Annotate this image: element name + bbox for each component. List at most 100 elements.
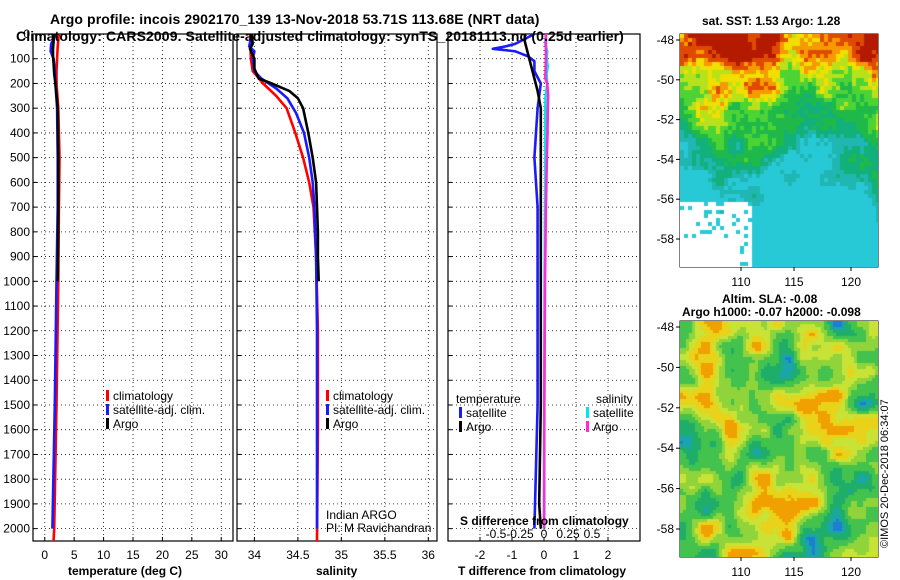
legend-label: satellite-adj. clim. bbox=[333, 403, 425, 417]
legend-label: climatology bbox=[333, 389, 393, 403]
xtick-label: 34 bbox=[248, 548, 262, 562]
ytick-label: 2000 bbox=[3, 522, 30, 536]
xtick-label: 35 bbox=[335, 548, 349, 562]
map-ytick-label: -58 bbox=[657, 522, 675, 536]
ytick-label: 800 bbox=[10, 225, 30, 239]
sst-map-title: sat. SST: 1.53 Argo: 1.28 bbox=[702, 14, 841, 28]
legend-swatch bbox=[586, 407, 589, 418]
xtick-label: -2 bbox=[475, 548, 486, 562]
map-xtick-label: 120 bbox=[841, 275, 861, 289]
map-ytick-label: -50 bbox=[657, 73, 675, 87]
map-ytick-label: -54 bbox=[657, 152, 675, 166]
legend-title-temperature: temperature bbox=[456, 392, 521, 406]
series-climatology bbox=[248, 33, 320, 542]
sla-map-title-2: Argo h1000: -0.07 h2000: -0.098 bbox=[682, 305, 861, 319]
series-argo bbox=[51, 33, 60, 282]
ytick-label: 1400 bbox=[3, 373, 30, 387]
xtick-label: 25 bbox=[185, 548, 199, 562]
xtick-label: 15 bbox=[126, 548, 140, 562]
legend-swatch bbox=[326, 390, 329, 401]
legend-label: Argo bbox=[593, 420, 619, 434]
salinity-profile-panel: 34 34.5 35 35.5 36 bbox=[236, 33, 438, 562]
map-ytick-label: -48 bbox=[657, 320, 675, 334]
xtick-label: 36 bbox=[422, 548, 436, 562]
xtick-label: 1 bbox=[573, 548, 580, 562]
s-xtick-label: 0.25 bbox=[556, 527, 580, 541]
ytick-label: 1200 bbox=[3, 324, 30, 338]
legend-label: climatology bbox=[113, 389, 173, 403]
map-ytick-label: -50 bbox=[657, 360, 675, 374]
xtick-label: 5 bbox=[71, 548, 78, 562]
imos-watermark: ©IMOS 20-Dec-2018 06:34:07 bbox=[879, 399, 891, 548]
series-satellite-adj-clim- bbox=[247, 33, 319, 529]
credit-line-2: PI: M Ravichandran bbox=[326, 521, 432, 535]
ytick-label: 1500 bbox=[3, 398, 30, 412]
xtick-label: -1 bbox=[507, 548, 518, 562]
xtick-label: 34.5 bbox=[286, 548, 310, 562]
legend-label: Argo bbox=[466, 420, 492, 434]
salinity-axis-label: salinity bbox=[316, 564, 358, 578]
sla-map-image bbox=[680, 321, 878, 557]
legend-swatch bbox=[106, 404, 109, 415]
legend-label: Argo bbox=[333, 417, 359, 431]
map-xtick-label: 110 bbox=[731, 565, 750, 579]
xtick-label: 35.5 bbox=[373, 548, 397, 562]
map-xtick-label: 110 bbox=[731, 275, 750, 289]
difference-axis-label: T difference from climatology bbox=[458, 564, 627, 578]
map-ytick-label: -56 bbox=[657, 192, 675, 206]
ytick-label: 700 bbox=[10, 200, 30, 214]
xtick-label: 20 bbox=[156, 548, 170, 562]
series-argo bbox=[248, 33, 320, 282]
sst-map-image bbox=[680, 34, 878, 267]
legend-label: satellite bbox=[466, 406, 507, 420]
legend-swatch bbox=[459, 407, 462, 418]
legend-label: satellite bbox=[593, 406, 634, 420]
legend-swatch bbox=[326, 404, 329, 415]
map-ytick-label: -48 bbox=[657, 33, 675, 47]
s-difference-axis-label: S difference from climatology bbox=[460, 514, 629, 528]
ytick-label: 900 bbox=[10, 250, 30, 264]
legend-swatch bbox=[459, 421, 462, 432]
s-xtick-label: -0.25 bbox=[506, 527, 534, 541]
ytick-label: 1000 bbox=[3, 274, 30, 288]
legend-swatch bbox=[586, 421, 589, 432]
temperature-profile-panel: 0 5 10 15 20 25 300100200300400500600700800900… bbox=[3, 27, 234, 562]
difference-profile-panel: -2 -1 0 1 2 bbox=[447, 32, 641, 562]
ytick-label: 400 bbox=[10, 126, 30, 140]
title-line-1: Argo profile: incois 2902170_139 13-Nov-… bbox=[50, 11, 540, 27]
sla-map-title-1: Altim. SLA: -0.08 bbox=[722, 292, 818, 306]
series-t-argo bbox=[523, 34, 543, 529]
xtick-label: 2 bbox=[605, 548, 612, 562]
ytick-label: 0 bbox=[23, 27, 30, 41]
map-ytick-label: -56 bbox=[657, 482, 675, 496]
s-xtick-label: 0 bbox=[541, 527, 548, 541]
title-line-2: Climatology: CARS2009. Satellite-adjuste… bbox=[16, 28, 624, 44]
legend-swatch bbox=[106, 418, 109, 429]
legend-label: satellite-adj. clim. bbox=[113, 403, 205, 417]
ytick-label: 1800 bbox=[3, 472, 30, 486]
temperature-axis-label: temperature (deg C) bbox=[68, 564, 183, 578]
map-ytick-label: -54 bbox=[657, 441, 675, 455]
ytick-label: 1900 bbox=[3, 497, 30, 511]
xtick-label: 10 bbox=[97, 548, 111, 562]
s-xtick-label: -0.5 bbox=[486, 527, 507, 541]
map-ytick-label: -52 bbox=[657, 401, 675, 415]
xtick-label: 0 bbox=[541, 548, 548, 562]
legend-swatch bbox=[106, 390, 109, 401]
ytick-label: 100 bbox=[10, 52, 30, 66]
s-xtick-label: 0.5 bbox=[584, 527, 601, 541]
salinity-profile-frame bbox=[236, 33, 438, 542]
xtick-label: 30 bbox=[215, 548, 229, 562]
map-xtick-label: 120 bbox=[841, 565, 861, 579]
ytick-label: 300 bbox=[10, 101, 30, 115]
map-xtick-label: 115 bbox=[784, 275, 803, 289]
ytick-label: 200 bbox=[10, 76, 30, 90]
legend-title-salinity: salinity bbox=[596, 392, 633, 406]
ytick-label: 1300 bbox=[3, 349, 30, 363]
ytick-label: 1600 bbox=[3, 423, 30, 437]
legend-swatch bbox=[326, 418, 329, 429]
